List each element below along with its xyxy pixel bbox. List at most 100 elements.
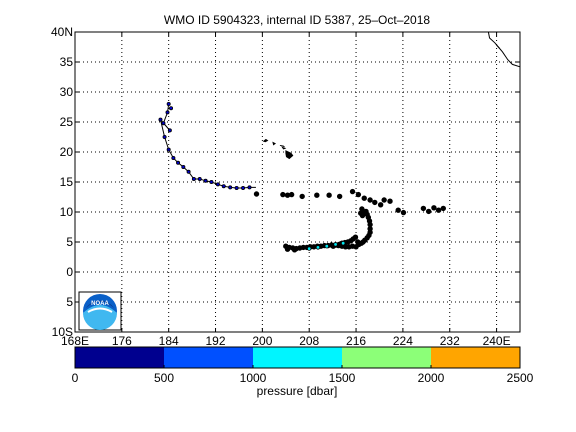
profile-point-mid bbox=[340, 240, 346, 246]
profile-point-deep bbox=[372, 199, 378, 206]
profile-point-shallow bbox=[181, 164, 186, 169]
profile-point-deep bbox=[425, 208, 432, 215]
x-tick-label: 176 bbox=[112, 334, 132, 348]
profile-point-shallow bbox=[166, 102, 171, 107]
colorbar-segment bbox=[164, 347, 253, 368]
track-line bbox=[160, 103, 256, 189]
profile-point-shallow bbox=[171, 155, 176, 160]
grid bbox=[75, 32, 520, 332]
y-tick-label: 40N bbox=[51, 25, 73, 39]
profile-point-deep bbox=[361, 195, 367, 201]
profile-point-deep bbox=[435, 207, 442, 213]
profile-point-shallow bbox=[203, 178, 208, 183]
y-tick-label: 10S bbox=[52, 325, 73, 339]
x-tick-label: 192 bbox=[206, 334, 226, 348]
colorbar-segment bbox=[431, 347, 520, 368]
coastlines bbox=[262, 31, 521, 160]
y-tick-label: 30 bbox=[60, 85, 74, 99]
y-tick-label: 0 bbox=[66, 265, 73, 279]
profile-point-deep bbox=[395, 207, 401, 213]
plot-frame bbox=[74, 31, 521, 333]
x-tick-label: 200 bbox=[252, 334, 272, 348]
profile-point-deep bbox=[253, 191, 260, 197]
profile-point-shallow bbox=[215, 182, 220, 187]
profile-point-mid bbox=[324, 243, 329, 249]
profile-point-shallow bbox=[186, 169, 191, 174]
profile-point-shallow bbox=[228, 185, 233, 190]
float-track bbox=[158, 102, 446, 253]
profile-point-deep bbox=[336, 193, 343, 200]
profile-point-deep bbox=[288, 191, 295, 198]
profile-point-deep bbox=[377, 202, 384, 208]
colorbar-frame bbox=[74, 346, 521, 369]
noaa-logo: NOAA bbox=[78, 291, 122, 331]
island bbox=[285, 150, 294, 160]
island bbox=[272, 141, 277, 146]
profile-point-shallow bbox=[209, 179, 214, 184]
profile-point-shallow bbox=[234, 185, 239, 190]
colorbar-tick-label: 1500 bbox=[329, 371, 356, 385]
island bbox=[262, 138, 269, 143]
profile-point-shallow bbox=[169, 106, 174, 111]
x-tick-label: 168E bbox=[61, 334, 89, 348]
profile-point-mid bbox=[333, 242, 338, 247]
profile-point-shallow bbox=[221, 184, 226, 189]
y-tick-label: 5 bbox=[66, 235, 73, 249]
profile-point-deep bbox=[381, 197, 387, 203]
colorbar-segment bbox=[253, 347, 342, 368]
x-tick-label: 184 bbox=[159, 334, 179, 348]
y-tick-label: 25 bbox=[60, 115, 74, 129]
x-tick-label: 216 bbox=[346, 334, 366, 348]
x-tick-label: 224 bbox=[393, 334, 413, 348]
profile-point-deep bbox=[387, 198, 393, 204]
colorbar-tick-label: 2000 bbox=[418, 371, 445, 385]
profile-point-deep bbox=[353, 244, 359, 250]
coastline bbox=[487, 31, 521, 68]
profile-point-deep bbox=[440, 205, 446, 212]
profile-point-deep bbox=[284, 246, 291, 252]
colorbar-label: pressure [dbar] bbox=[257, 384, 338, 398]
y-tick-label: 15 bbox=[60, 175, 74, 189]
island bbox=[281, 146, 287, 150]
profile-point-mid bbox=[307, 246, 312, 251]
profile-point-shallow bbox=[247, 185, 252, 190]
profile-point-deep bbox=[314, 192, 320, 198]
logo-text: NOAA bbox=[91, 301, 109, 307]
y-tick-label: 10 bbox=[60, 205, 74, 219]
profile-point-deep bbox=[420, 205, 427, 212]
profile-point-shallow bbox=[162, 134, 167, 139]
profile-point-deep bbox=[355, 191, 362, 198]
profile-point-mid bbox=[315, 245, 321, 250]
profile-point-shallow bbox=[176, 160, 181, 165]
profile-point-shallow bbox=[191, 176, 196, 181]
coastline bbox=[496, 44, 500, 49]
y-tick-label: 35 bbox=[60, 55, 74, 69]
colorbar-tick-label: 500 bbox=[154, 371, 174, 385]
x-tick-label: 208 bbox=[299, 334, 319, 348]
profile-point-shallow bbox=[167, 128, 172, 133]
profile-point-deep bbox=[299, 193, 305, 200]
y-tick-label: 5 bbox=[66, 295, 73, 309]
profile-point-shallow bbox=[161, 121, 166, 126]
profile-point-deep bbox=[431, 205, 437, 211]
colorbar-tick-label: 2500 bbox=[507, 371, 534, 385]
profile-point-deep bbox=[349, 188, 356, 195]
colorbar-segment bbox=[342, 347, 431, 368]
axes: 168E 176 184 192 200 208 216 224 232 240E40N35302… bbox=[51, 25, 520, 348]
x-tick-label: 232 bbox=[440, 334, 460, 348]
colorbar-tick-label: 0 bbox=[72, 371, 79, 385]
colorbar: 0 500 1000 1500 2000 2500 bbox=[72, 346, 534, 385]
profile-point-deep bbox=[280, 191, 286, 198]
colorbar-segment bbox=[75, 347, 164, 368]
profile-point-shallow bbox=[158, 117, 163, 122]
y-tick-label: 20 bbox=[60, 145, 74, 159]
chart-title: WMO ID 5904323, internal ID 5387, 25–Oct… bbox=[164, 13, 430, 27]
profile-point-deep bbox=[400, 209, 407, 216]
profile-point-deep bbox=[291, 247, 298, 253]
colorbar-tick-label: 1000 bbox=[240, 371, 267, 385]
profile-point-shallow bbox=[166, 147, 171, 152]
profile-point-shallow bbox=[165, 110, 170, 115]
x-tick-label: 240E bbox=[483, 334, 511, 348]
profile-point-deep bbox=[367, 197, 373, 203]
